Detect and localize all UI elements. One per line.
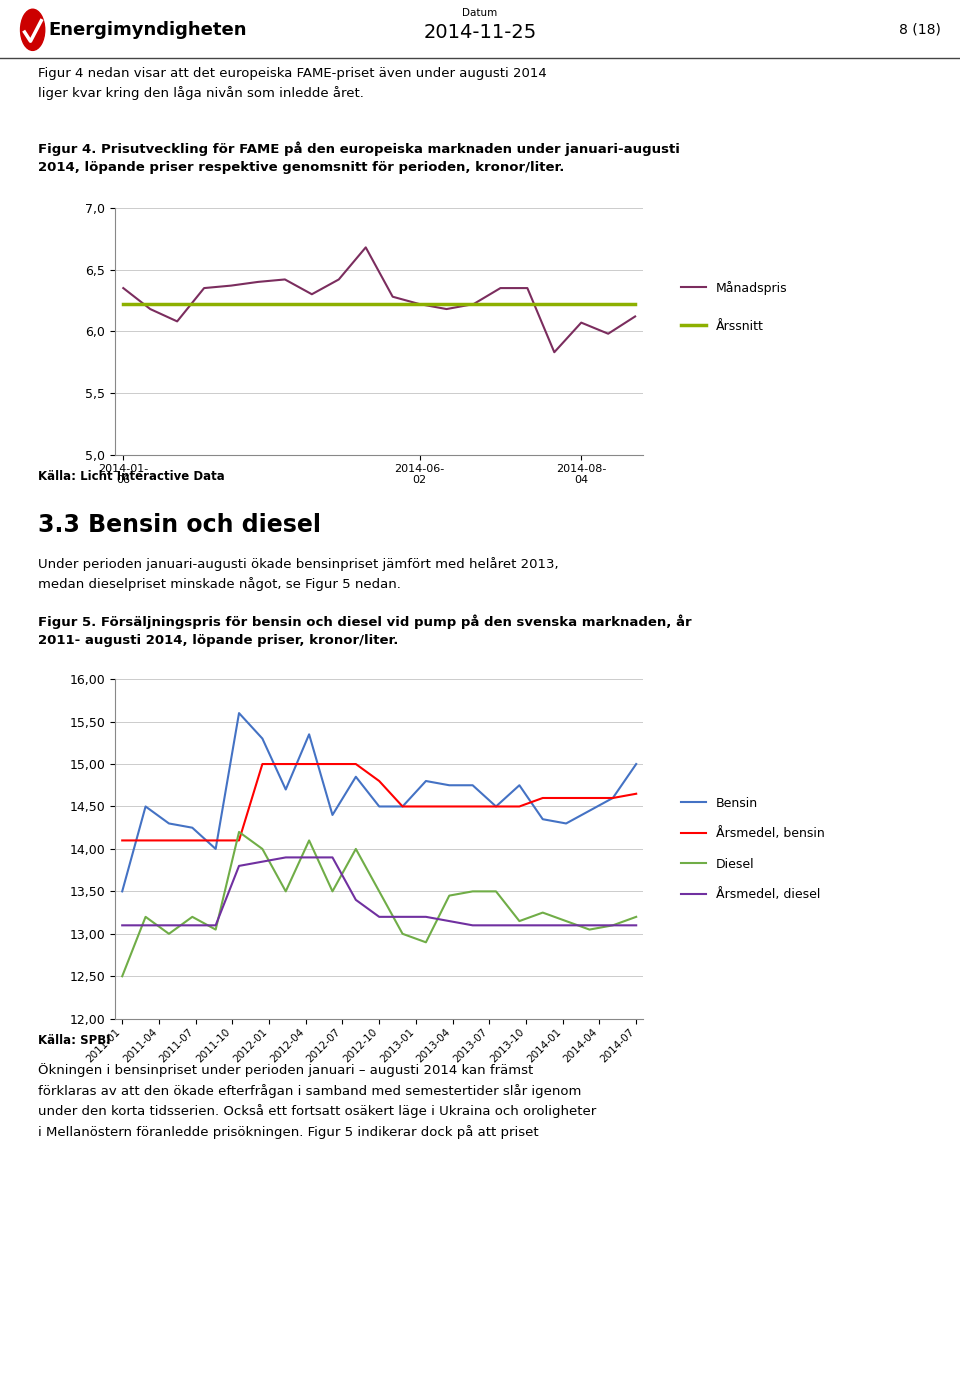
Legend: Månadspris, Årssnitt: Månadspris, Årssnitt <box>676 276 792 338</box>
Legend: Bensin, Årsmedel, bensin, Diesel, Årsmedel, diesel: Bensin, Årsmedel, bensin, Diesel, Årsmed… <box>676 791 829 906</box>
Text: 2014-11-25: 2014-11-25 <box>423 24 537 43</box>
Text: Energimyndigheten: Energimyndigheten <box>49 21 248 39</box>
Text: Datum: Datum <box>463 8 497 18</box>
Text: Figur 4. Prisutveckling för FAME på den europeiska marknaden under januari-augus: Figur 4. Prisutveckling för FAME på den … <box>38 141 681 173</box>
Text: 8 (18): 8 (18) <box>899 22 941 36</box>
Text: Under perioden januari-augusti ökade bensinpriset jämfört med helåret 2013,
meda: Under perioden januari-augusti ökade ben… <box>38 557 559 592</box>
Text: Figur 5. Försäljningspris för bensin och diesel vid pump på den svenska marknade: Figur 5. Försäljningspris för bensin och… <box>38 614 692 646</box>
Text: Figur 4 nedan visar att det europeiska FAME-priset även under augusti 2014
liger: Figur 4 nedan visar att det europeiska F… <box>38 67 547 100</box>
Text: 3.3 Bensin och diesel: 3.3 Bensin och diesel <box>38 513 322 538</box>
Text: Källa: Licht Interactive Data: Källa: Licht Interactive Data <box>38 470 226 484</box>
Text: Källa: SPBI: Källa: SPBI <box>38 1034 111 1048</box>
Text: Ökningen i bensinpriset under perioden januari – augusti 2014 kan främst
förklar: Ökningen i bensinpriset under perioden j… <box>38 1063 597 1139</box>
Circle shape <box>20 10 45 50</box>
